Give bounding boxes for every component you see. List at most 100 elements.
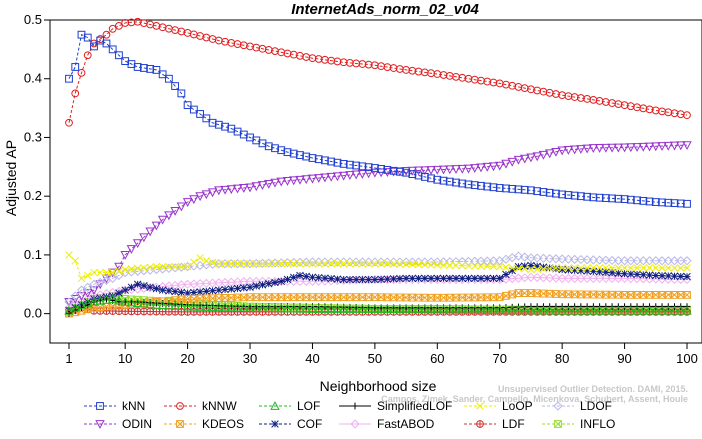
- data-point-fastabod: [326, 276, 336, 286]
- data-point-odin: [619, 143, 630, 153]
- data-point-loop: [90, 268, 98, 277]
- data-point-cof: [321, 274, 329, 282]
- data-point-odin: [288, 176, 299, 186]
- data-point-knn: [608, 194, 616, 203]
- data-point-loop: [183, 262, 192, 271]
- data-point-lof: [338, 303, 349, 313]
- data-point-knn: [464, 180, 473, 189]
- data-point-ldof: [657, 256, 667, 266]
- data-point-cof: [639, 271, 648, 279]
- data-point-ldof: [682, 256, 692, 266]
- legend-label-fastabod: FastABOD: [377, 417, 435, 431]
- data-point-cof: [289, 273, 298, 282]
- data-point-odin: [89, 286, 99, 296]
- data-point-ldof: [413, 257, 424, 267]
- data-point-fastabod: [594, 273, 605, 284]
- series-knnw: [65, 17, 691, 127]
- data-point-fastabod: [676, 274, 686, 285]
- legend-item-ldof: LDOF: [542, 399, 612, 413]
- data-point-fastabod: [357, 275, 368, 285]
- watermark-line2: Campos, Zimek, Sander, Campello, Micenko…: [381, 394, 688, 404]
- data-point-knnw: [77, 68, 86, 77]
- data-point-odin: [413, 166, 424, 176]
- data-point-fastabod: [382, 274, 392, 285]
- legend-label-ldf: LDF: [502, 417, 525, 431]
- data-point-fastabod: [320, 276, 330, 286]
- data-point-ldof: [388, 257, 399, 267]
- data-point-knn: [520, 185, 529, 194]
- data-point-knn: [639, 196, 648, 205]
- legend-marker-knnw: [176, 402, 184, 410]
- data-point-loop: [152, 262, 161, 271]
- data-point-lof: [264, 303, 274, 313]
- data-point-knn: [115, 51, 123, 60]
- data-point-lof: [451, 304, 461, 314]
- data-point-cof: [233, 284, 242, 293]
- data-point-odin: [82, 289, 93, 299]
- data-point-lof: [232, 302, 243, 312]
- data-point-loop: [227, 259, 236, 268]
- data-point-lof: [226, 302, 237, 312]
- legend-item-cof: COF: [259, 417, 322, 431]
- data-point-ldof: [226, 259, 236, 269]
- data-point-odin: [582, 144, 592, 154]
- x-tick-label: 70: [492, 351, 506, 366]
- data-point-knn: [283, 148, 292, 157]
- data-point-lof: [132, 298, 143, 307]
- data-point-odin: [463, 164, 474, 174]
- y-tick-label: 0.5: [24, 12, 42, 27]
- legend-marker-kdeos: [176, 420, 184, 428]
- data-point-odin: [601, 143, 611, 153]
- data-point-fastabod: [669, 274, 680, 284]
- data-point-cof: [208, 286, 217, 295]
- data-point-lof: [488, 305, 499, 314]
- data-point-loop: [502, 263, 510, 271]
- data-point-lof: [644, 305, 655, 315]
- data-point-kdeos: [495, 293, 504, 302]
- data-point-odin: [157, 215, 168, 225]
- data-point-fastabod: [189, 279, 199, 289]
- data-point-ldof: [663, 256, 673, 266]
- data-point-cof: [371, 275, 379, 284]
- data-point-knn: [470, 181, 479, 190]
- data-point-cof: [165, 287, 173, 295]
- legend-item-simplifiedlof: SimplifiedLOF: [339, 399, 452, 413]
- data-point-knn: [277, 146, 286, 155]
- legend-label-knn: kNN: [122, 399, 145, 413]
- legend-label-inflo: INFLO: [580, 417, 615, 431]
- data-point-odin: [432, 165, 443, 175]
- data-point-cof: [508, 266, 516, 275]
- data-point-cof: [577, 266, 585, 275]
- data-point-fastabod: [370, 274, 380, 285]
- data-point-lof: [401, 304, 411, 314]
- data-point-lof: [576, 305, 586, 315]
- data-point-knn: [289, 149, 298, 158]
- data-point-cof: [433, 274, 442, 283]
- data-point-loop: [564, 264, 573, 272]
- series-lof: [64, 293, 692, 315]
- data-point-lof: [470, 304, 480, 314]
- data-point-ldof: [563, 254, 574, 264]
- data-point-knn: [83, 33, 92, 42]
- data-point-lof: [370, 303, 380, 313]
- data-point-knn: [383, 165, 392, 174]
- data-point-lof: [601, 305, 611, 315]
- data-point-fastabod: [182, 279, 193, 289]
- data-point-lof: [413, 304, 424, 314]
- data-point-knn: [439, 176, 448, 185]
- data-point-lof: [582, 305, 592, 315]
- data-point-cof: [133, 280, 142, 289]
- data-point-knn: [676, 199, 685, 208]
- data-point-knn: [458, 179, 467, 188]
- data-point-lof: [407, 304, 418, 314]
- data-point-fastabod: [207, 278, 218, 288]
- legend-marker-ldf: [476, 420, 484, 428]
- data-point-loop: [221, 259, 229, 268]
- data-point-odin: [151, 221, 162, 231]
- data-point-odin: [526, 153, 536, 163]
- legend-item-inflo: INFLO: [542, 417, 615, 431]
- data-point-ldof: [108, 273, 118, 284]
- data-point-odin: [676, 141, 686, 151]
- data-point-knnw: [115, 21, 123, 30]
